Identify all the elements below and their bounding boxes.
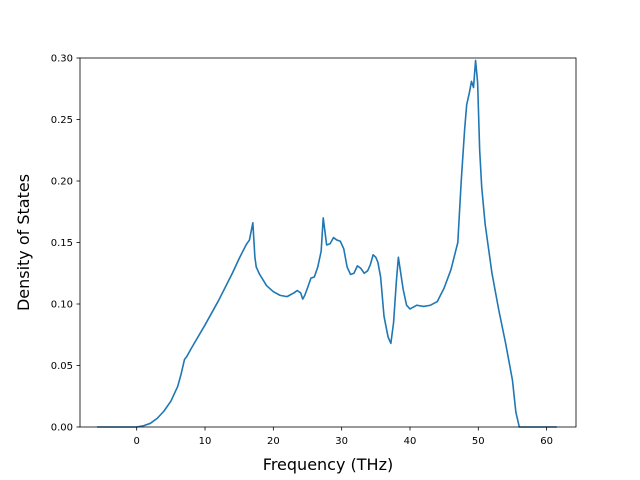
- x-tick-label: 50: [472, 436, 485, 447]
- y-tick-label: 0.30: [51, 54, 73, 65]
- y-tick-label: 0.20: [51, 177, 73, 188]
- x-tick-label: 60: [540, 436, 553, 447]
- x-tick-label: 0: [134, 436, 140, 447]
- y-axis-label: Density of States: [14, 174, 33, 311]
- y-tick-label: 0.05: [51, 361, 73, 372]
- y-tick-label: 0.00: [51, 423, 73, 434]
- x-tick-label: 40: [404, 436, 417, 447]
- y-tick-label: 0.15: [51, 238, 73, 249]
- x-axis-label: Frequency (THz): [263, 455, 393, 474]
- y-tick-label: 0.10: [51, 300, 73, 311]
- y-axis-ticks: 0.00 0.05 0.10 0.15 0.20 0.25 0.30: [51, 54, 80, 434]
- axes-frame: [79, 57, 577, 428]
- x-tick-label: 20: [267, 436, 280, 447]
- x-tick-label: 10: [199, 436, 212, 447]
- x-tick-label: 30: [335, 436, 348, 447]
- plot-area: [97, 59, 557, 428]
- x-axis-ticks: 0 10 20 30 40 50 60: [134, 427, 553, 447]
- dos-series-line: [97, 59, 557, 428]
- y-tick-label: 0.25: [51, 115, 73, 126]
